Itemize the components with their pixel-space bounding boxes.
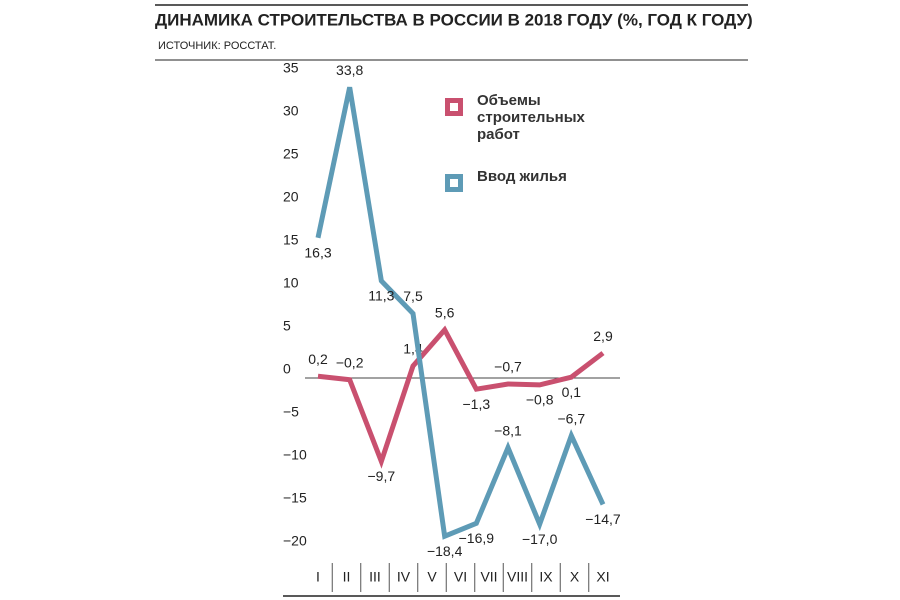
data-label: −14,7 <box>585 511 621 527</box>
data-label: 33,8 <box>336 62 363 78</box>
data-label: −0,2 <box>336 354 364 370</box>
x-tick-label: V <box>427 569 437 585</box>
y-tick-label: 25 <box>283 146 299 162</box>
data-label: −8,1 <box>494 422 522 438</box>
data-label: 16,3 <box>304 245 331 261</box>
x-tick-label: VIII <box>507 569 528 585</box>
y-tick-label: 15 <box>283 232 299 248</box>
y-tick-label: 35 <box>283 60 299 76</box>
data-label: −9,7 <box>368 468 396 484</box>
data-label: 2,9 <box>593 328 613 344</box>
data-label: −1,3 <box>463 396 491 412</box>
data-label: 11,3 <box>368 288 394 304</box>
y-tick-label: −5 <box>283 404 299 420</box>
x-tick-label: XI <box>596 569 609 585</box>
y-tick-label: 0 <box>283 361 291 377</box>
legend-swatch <box>445 98 463 116</box>
y-tick-label: −15 <box>283 490 307 506</box>
data-label: 0,1 <box>562 384 582 400</box>
legend-label: Объемы строительных работ <box>477 92 585 143</box>
y-tick-label: 5 <box>283 318 291 334</box>
x-tick-label: III <box>369 569 381 585</box>
y-tick-label: 20 <box>283 189 299 205</box>
x-tick-label: II <box>343 569 351 585</box>
data-label: −6,7 <box>558 410 586 426</box>
chart-subtitle: ИСТОЧНИК: РОССТАТ. <box>158 40 276 52</box>
data-label: −0,8 <box>526 392 554 408</box>
data-label: −16,9 <box>459 530 495 546</box>
data-label: 7,5 <box>403 288 423 304</box>
y-tick-label: −10 <box>283 447 307 463</box>
x-tick-label: IX <box>539 569 553 585</box>
y-tick-label: 10 <box>283 275 299 291</box>
y-tick-label: −20 <box>283 533 307 549</box>
x-tick-label: VI <box>454 569 467 585</box>
data-label: 0,2 <box>308 351 328 367</box>
legend-label: Ввод жилья <box>477 168 567 185</box>
data-label: −18,4 <box>427 543 463 559</box>
series-line <box>317 325 605 469</box>
data-label: −17,0 <box>522 531 558 547</box>
series-line <box>315 86 606 540</box>
data-label: 5,6 <box>435 305 455 321</box>
data-label: −0,7 <box>494 359 522 375</box>
x-tick-label: IV <box>397 569 411 585</box>
legend-item: Объемы строительных работ <box>445 92 597 143</box>
chart-title: ДИНАМИКА СТРОИТЕЛЬСТВА В РОССИИ В 2018 Г… <box>155 10 753 29</box>
x-tick-label: VII <box>480 569 497 585</box>
legend-swatch <box>445 174 463 192</box>
x-tick-label: I <box>316 569 320 585</box>
legend-item: Ввод жилья <box>445 168 597 192</box>
x-tick-label: X <box>570 569 580 585</box>
y-tick-label: 30 <box>283 103 299 119</box>
